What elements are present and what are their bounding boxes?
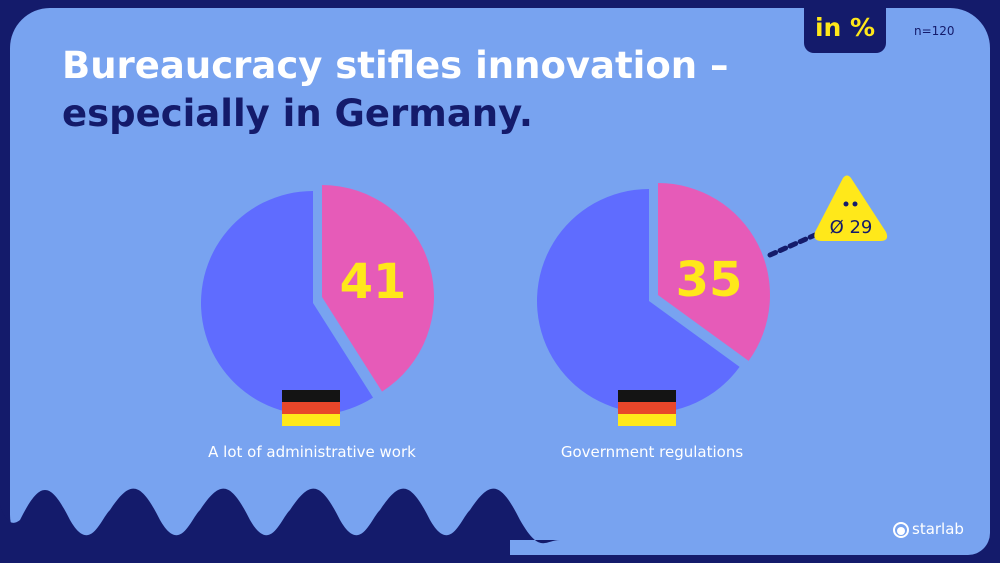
pie-slice-value <box>322 185 435 392</box>
pie-label-2: Government regulations <box>560 443 744 461</box>
pie-label-1: A lot of administrative work <box>208 443 416 461</box>
wave-border <box>0 488 560 563</box>
title-line-1: Bureaucracy stifles innovation – <box>62 44 729 87</box>
pie-value-label: 35 <box>676 252 743 308</box>
pie-slice-rest <box>537 189 740 413</box>
average-label: Ø 29 <box>830 217 873 238</box>
germany-flag-icon <box>618 402 676 414</box>
unit-badge: in % <box>804 0 886 53</box>
brand-logo: starlab <box>912 520 964 538</box>
callout-line <box>767 232 818 258</box>
pie-value-label: 41 <box>340 254 407 310</box>
germany-flag-icon <box>282 414 340 426</box>
panel <box>10 8 990 555</box>
logo-icon <box>893 522 909 538</box>
pie-slice-rest <box>201 191 374 415</box>
germany-flag-icon <box>282 390 340 402</box>
title-line-2: especially in Germany. <box>62 92 533 135</box>
sample-size: n=120 <box>914 24 955 38</box>
average-triangle <box>814 175 888 241</box>
germany-flag-icon <box>282 402 340 414</box>
germany-flag-icon <box>618 414 676 426</box>
germany-flag-icon <box>618 390 676 402</box>
pie-slice-value <box>658 183 771 361</box>
